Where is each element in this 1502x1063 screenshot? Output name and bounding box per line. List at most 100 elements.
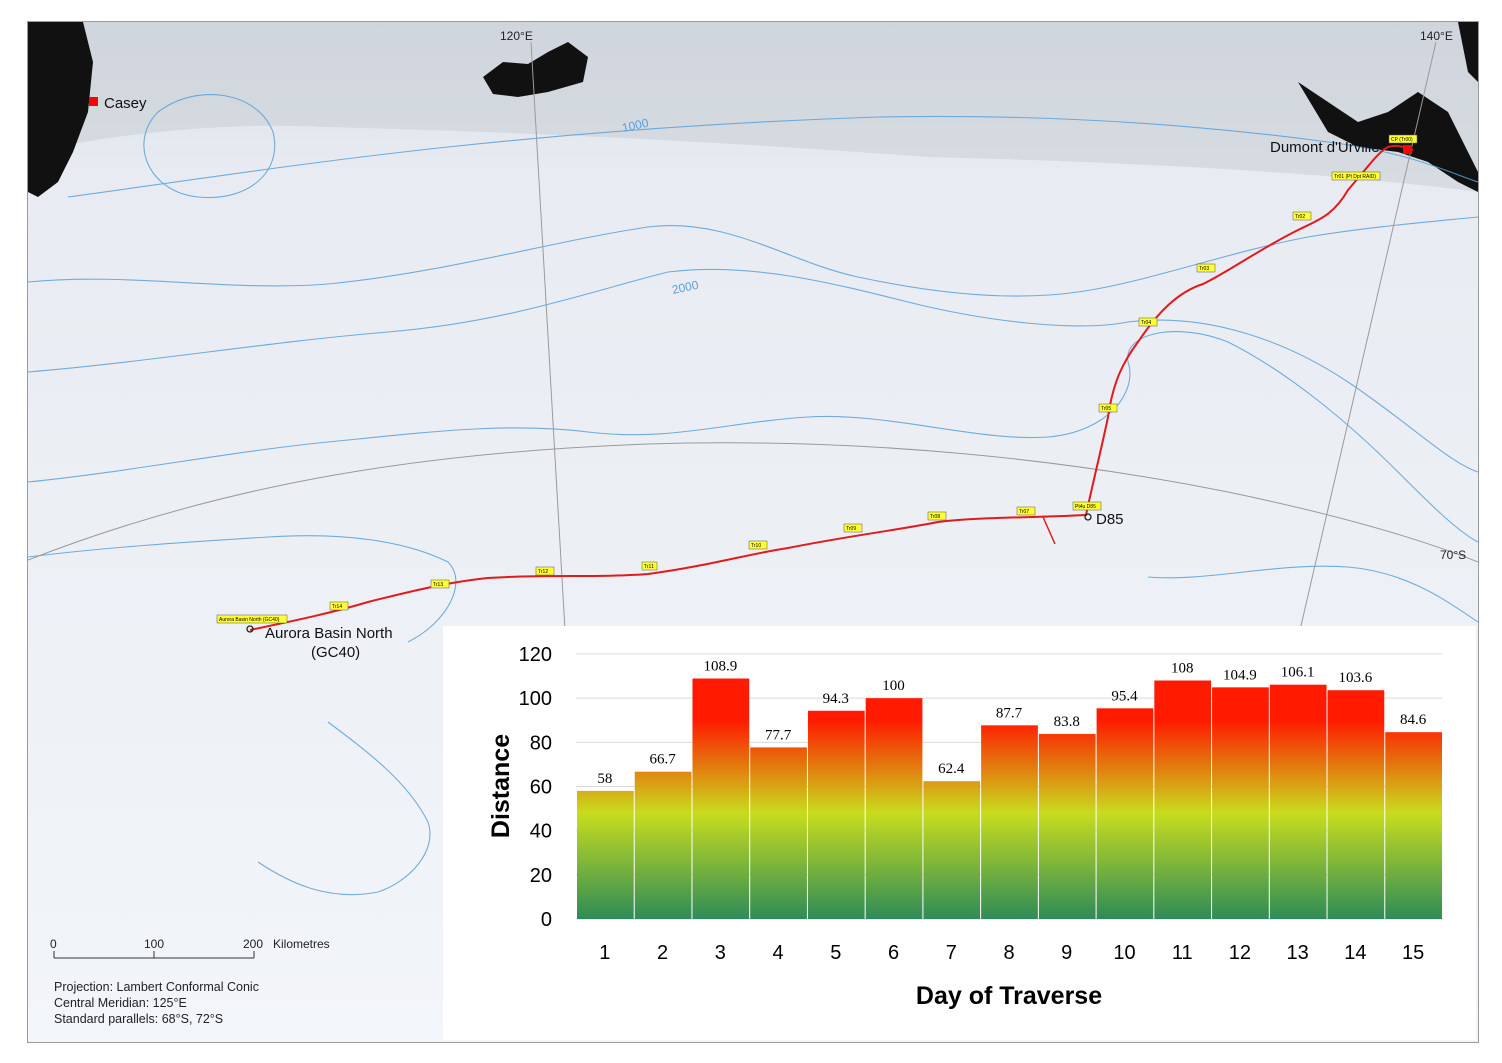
chart-bar-day-2 bbox=[634, 771, 692, 919]
chart-bar-day-12 bbox=[1212, 687, 1269, 919]
station-label-abn-1: Aurora Basin North bbox=[265, 625, 393, 642]
contour-lines bbox=[28, 94, 1478, 896]
station-marker-d85 bbox=[1084, 513, 1092, 521]
chart-x-tick-label: 7 bbox=[946, 942, 957, 964]
contour-label-2000: 2000 bbox=[671, 278, 700, 297]
chart-y-tick-label: 40 bbox=[530, 821, 552, 843]
chart-x-tick-label: 9 bbox=[1061, 942, 1072, 964]
chart-x-tick-label: 13 bbox=[1287, 942, 1309, 964]
chart-bar-day-11 bbox=[1154, 680, 1212, 919]
svg-text:Tr12: Tr12 bbox=[538, 569, 548, 575]
chart-data-label: 62.4 bbox=[938, 761, 965, 777]
chart-data-label: 77.7 bbox=[765, 727, 792, 743]
svg-text:CP (Tr00): CP (Tr00) bbox=[1391, 137, 1413, 143]
station-label-abn-2: (GC40) bbox=[311, 644, 360, 661]
chart-x-tick-label: 6 bbox=[888, 942, 899, 964]
projection-line-1: Projection: Lambert Conformal Conic bbox=[54, 980, 259, 994]
station-marker-casey bbox=[89, 97, 98, 106]
svg-text:Tr08: Tr08 bbox=[930, 514, 940, 520]
scale-unit: Kilometres bbox=[273, 937, 330, 951]
chart-y-tick-label: 60 bbox=[530, 777, 552, 799]
chart-data-label: 106.1 bbox=[1281, 665, 1315, 681]
chart-data-label: 84.6 bbox=[1400, 712, 1427, 728]
scale-tick-100: 100 bbox=[144, 937, 164, 951]
station-label-dumont: Dumont d'Urville bbox=[1270, 139, 1380, 156]
projection-line-3: Standard parallels: 68°S, 72°S bbox=[54, 1012, 223, 1026]
distance-chart-inset: 58 66.7 108.9 77.7 94.3 100 62.4 87.7 83.8 95.4 10… bbox=[443, 626, 1476, 1040]
svg-text:Tr14: Tr14 bbox=[332, 604, 342, 610]
station-marker-abn bbox=[246, 625, 254, 633]
chart-x-tick-label: 11 bbox=[1172, 942, 1193, 964]
chart-data-label: 83.8 bbox=[1054, 714, 1080, 730]
scale-tick-0: 0 bbox=[50, 937, 57, 951]
scale-tick-200: 200 bbox=[243, 937, 263, 951]
chart-bars bbox=[577, 678, 1442, 919]
chart-x-tick-label: 10 bbox=[1113, 942, 1135, 964]
chart-x-tick-label: 14 bbox=[1344, 942, 1366, 964]
chart-data-label: 104.9 bbox=[1223, 667, 1257, 683]
svg-text:Tr13: Tr13 bbox=[433, 582, 443, 588]
chart-x-tick-label: 4 bbox=[773, 942, 784, 964]
rock-outcrop-120e bbox=[483, 42, 588, 97]
chart-bar-day-15 bbox=[1385, 732, 1442, 919]
chart-y-tick-label: 0 bbox=[541, 909, 552, 931]
chart-data-label: 100 bbox=[882, 678, 905, 694]
chart-bar-day-7 bbox=[923, 781, 981, 919]
chart-data-label: 108 bbox=[1171, 661, 1194, 677]
chart-data-label: 87.7 bbox=[996, 705, 1023, 721]
chart-bar-day-9 bbox=[1038, 733, 1096, 919]
coastal-ice-zone bbox=[28, 22, 1478, 192]
chart-bar-day-3 bbox=[692, 678, 750, 919]
contour-label-1000: 1000 bbox=[621, 116, 650, 135]
svg-text:Pt4u D85: Pt4u D85 bbox=[1075, 504, 1096, 510]
chart-y-tick-label: 120 bbox=[519, 644, 552, 666]
rock-outcrop-dumont bbox=[1298, 82, 1478, 192]
scale-bar bbox=[53, 951, 255, 959]
svg-text:Tr03: Tr03 bbox=[1199, 266, 1209, 272]
station-label-casey: Casey bbox=[104, 95, 147, 112]
chart-x-tick-label: 5 bbox=[830, 942, 841, 964]
svg-text:Tr11: Tr11 bbox=[644, 564, 654, 570]
chart-bar-day-10 bbox=[1096, 708, 1154, 919]
projection-line-2: Central Meridian: 125°E bbox=[54, 996, 187, 1010]
chart-x-axis-label: Day of Traverse bbox=[916, 982, 1102, 1010]
chart-data-label: 66.7 bbox=[649, 752, 676, 768]
route-flags: CP (Tr00) Tr01 (Pt Dpt RAID) Tr02 Tr03 T… bbox=[216, 134, 1418, 624]
chart-y-ticks: 0 20 40 60 80 100 120 bbox=[519, 644, 552, 931]
svg-text:Tr09: Tr09 bbox=[846, 526, 856, 532]
chart-x-ticks: 1 2 3 4 5 6 7 8 9 10 11 12 13 14 15 bbox=[599, 942, 1424, 964]
chart-x-tick-label: 3 bbox=[715, 942, 726, 964]
chart-data-label: 94.3 bbox=[823, 691, 849, 707]
route-side-spur bbox=[1042, 516, 1056, 545]
chart-x-tick-label: 15 bbox=[1402, 942, 1424, 964]
chart-data-label: 95.4 bbox=[1111, 688, 1138, 704]
chart-y-tick-label: 80 bbox=[530, 732, 552, 754]
traverse-route bbox=[249, 144, 1414, 631]
rock-outcrop-casey bbox=[28, 22, 93, 197]
chart-bar-day-8 bbox=[981, 725, 1038, 919]
chart-x-tick-label: 2 bbox=[657, 942, 668, 964]
graticule-label-140e: 140°E bbox=[1420, 29, 1453, 43]
chart-data-label: 108.9 bbox=[703, 659, 737, 675]
graticule-label-70s: 70°S bbox=[1440, 548, 1466, 562]
chart-bar-day-6 bbox=[865, 698, 923, 919]
chart-data-labels: 58 66.7 108.9 77.7 94.3 100 62.4 87.7 83.8 95.4 10… bbox=[597, 659, 1426, 787]
chart-y-tick-label: 20 bbox=[530, 865, 552, 887]
chart-bar-day-13 bbox=[1269, 684, 1327, 919]
chart-data-label: 103.6 bbox=[1339, 670, 1373, 686]
svg-text:Tr02: Tr02 bbox=[1295, 214, 1305, 220]
station-label-d85: D85 bbox=[1096, 511, 1124, 528]
chart-bar-day-5 bbox=[807, 710, 865, 919]
chart-y-axis-label: Distance bbox=[487, 734, 515, 838]
chart-x-tick-label: 8 bbox=[1003, 942, 1014, 964]
chart-bar-day-14 bbox=[1327, 690, 1385, 919]
graticule-label-120e: 120°E bbox=[500, 29, 533, 43]
chart-bar-day-1 bbox=[577, 790, 634, 919]
svg-text:Tr04: Tr04 bbox=[1141, 320, 1151, 326]
svg-text:Tr10: Tr10 bbox=[751, 543, 761, 549]
chart-x-tick-label: 1 bbox=[599, 942, 610, 964]
chart-bar-day-4 bbox=[750, 747, 807, 919]
svg-text:Tr01 (Pt Dpt RAID): Tr01 (Pt Dpt RAID) bbox=[1334, 174, 1376, 180]
svg-text:Tr05: Tr05 bbox=[1101, 406, 1111, 412]
station-marker-dumont bbox=[1403, 145, 1412, 154]
